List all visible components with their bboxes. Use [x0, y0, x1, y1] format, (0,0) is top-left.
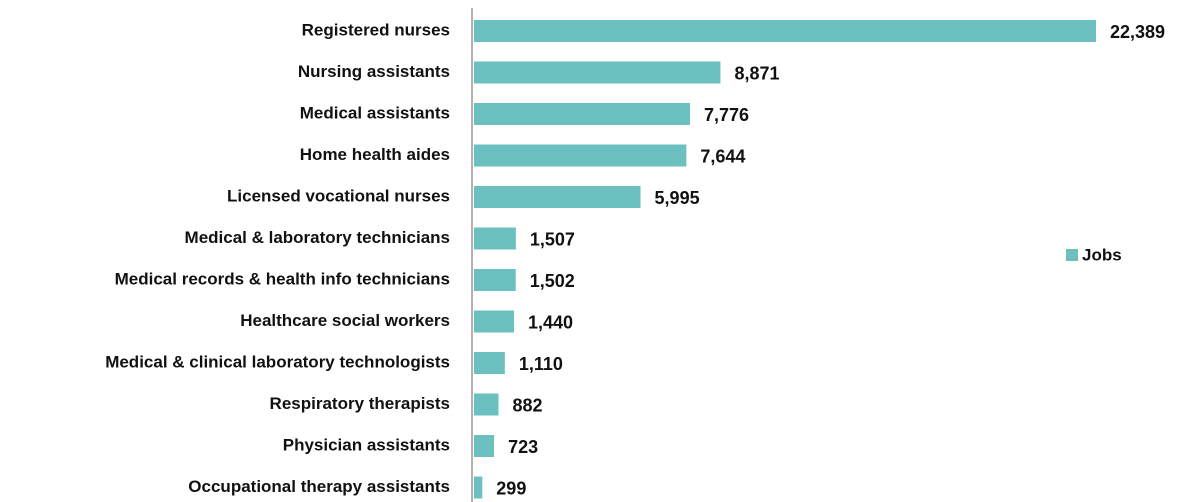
- data-label: 1,502: [530, 271, 575, 291]
- bar: [474, 103, 691, 125]
- data-label: 22,389: [1110, 22, 1165, 42]
- y-tick-label: Healthcare social workers: [240, 311, 450, 330]
- data-label: 8,871: [734, 63, 779, 83]
- y-tick-label: Medical records & health info technician…: [115, 269, 450, 288]
- y-tick-label: Medical assistants: [300, 103, 450, 122]
- bar: [474, 476, 483, 499]
- data-label: 882: [513, 395, 543, 415]
- bar: [474, 435, 495, 457]
- data-label: 723: [508, 437, 538, 457]
- bar: [474, 352, 505, 374]
- y-tick-label: Respiratory therapists: [270, 394, 450, 413]
- bar: [474, 227, 516, 250]
- y-tick-label: Occupational therapy assistants: [188, 477, 450, 496]
- bar: [474, 186, 641, 208]
- data-label: 5,995: [655, 188, 700, 208]
- y-tick-label: Licensed vocational nurses: [227, 186, 450, 205]
- bar: [474, 20, 1096, 42]
- legend-swatch: [1066, 249, 1078, 261]
- y-tick-label: Home health aides: [300, 145, 450, 164]
- y-tick-label: Medical & clinical laboratory technologi…: [105, 352, 450, 371]
- legend-label: Jobs: [1082, 245, 1122, 264]
- bar: [474, 393, 499, 416]
- data-label: 1,507: [530, 229, 575, 249]
- bar: [474, 269, 516, 291]
- data-label: 1,440: [528, 312, 573, 332]
- y-tick-label: Medical & laboratory technicians: [185, 228, 450, 247]
- bar: [474, 61, 721, 84]
- data-label: 7,776: [704, 105, 749, 125]
- bar: [474, 144, 687, 167]
- data-label: 299: [496, 478, 526, 498]
- y-tick-label: Registered nurses: [302, 20, 450, 39]
- bar: [474, 310, 515, 333]
- data-label: 1,110: [519, 354, 563, 374]
- y-tick-label: Nursing assistants: [298, 62, 450, 81]
- y-tick-label: Physician assistants: [283, 435, 450, 454]
- data-label: 7,644: [700, 146, 745, 166]
